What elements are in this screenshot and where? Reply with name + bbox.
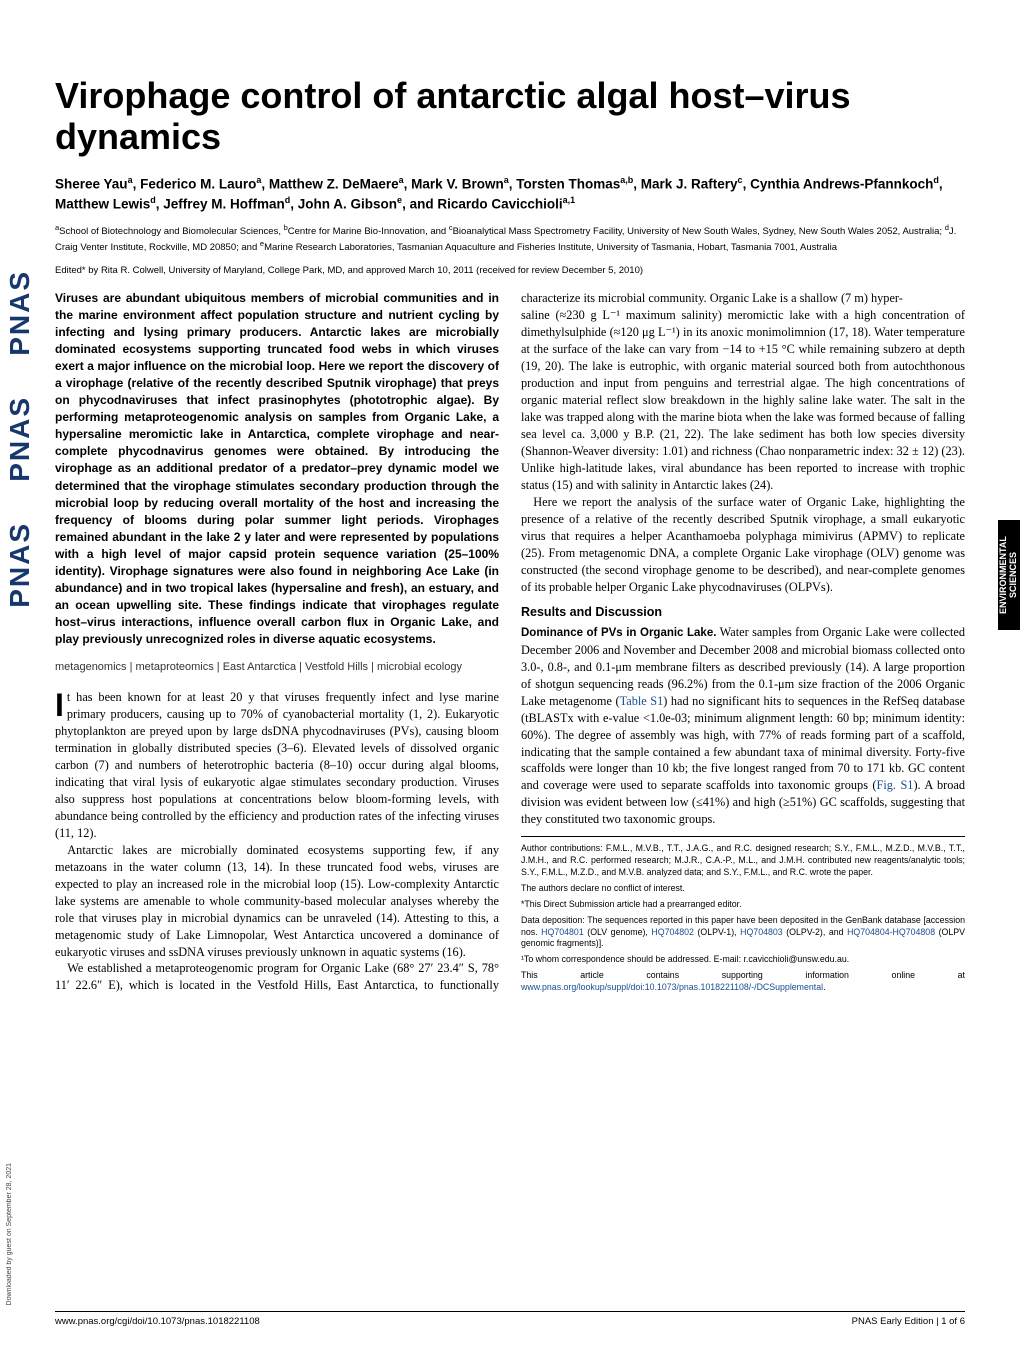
accession-link[interactable]: HQ704801 <box>541 927 584 937</box>
accession-link[interactable]: HQ704802 <box>651 927 694 937</box>
pnas-logo: PNAS <box>4 270 36 356</box>
fig-s1-link[interactable]: Fig. S1 <box>877 778 914 792</box>
author-contributions: Author contributions: F.M.L., M.V.B., T.… <box>521 843 965 879</box>
intro-para-1: It has been known for at least 20 y that… <box>55 689 499 842</box>
dropcap: I <box>55 689 67 720</box>
author-list: Sheree Yaua, Federico M. Lauroa, Matthew… <box>55 174 965 213</box>
article-title: Virophage control of antarctic algal hos… <box>55 75 965 158</box>
accession-link[interactable]: HQ704803 <box>740 927 783 937</box>
footnotes-block: Author contributions: F.M.L., M.V.B., T.… <box>521 836 965 994</box>
section-tab: ENVIRONMENTAL SCIENCES <box>998 520 1020 630</box>
para-text: t has been known for at least 20 y that … <box>55 690 499 840</box>
subheading-dominance: Dominance of PVs in Organic Lake. <box>521 627 716 639</box>
correspondence: ¹To whom correspondence should be addres… <box>521 954 965 966</box>
para-text: Water samples from Organic Lake were col… <box>521 625 965 827</box>
conflict-statement: The authors declare no conflict of inter… <box>521 883 965 895</box>
supplemental-info: This article contains supporting informa… <box>521 970 965 994</box>
footer-doi: www.pnas.org/cgi/doi/10.1073/pnas.101822… <box>55 1316 260 1327</box>
keywords: metagenomics | metaproteomics | East Ant… <box>55 660 499 675</box>
pnas-logo: PNAS <box>4 396 36 482</box>
accession-link[interactable]: HQ704804-HQ704808 <box>847 927 935 937</box>
abstract: Viruses are abundant ubiquitous members … <box>55 290 499 648</box>
footer-page-number: PNAS Early Edition | 1 of 6 <box>852 1316 965 1327</box>
pnas-logo: PNAS <box>4 522 36 608</box>
intro-para-5: Here we report the analysis of the surfa… <box>521 494 965 596</box>
intro-para-4: saline (≈230 g L⁻¹ maximum salinity) mer… <box>521 307 965 494</box>
results-para-1: Dominance of PVs in Organic Lake. Water … <box>521 624 965 829</box>
edited-by-line: Edited* by Rita R. Colwell, University o… <box>55 265 965 276</box>
direct-submission-note: *This Direct Submission article had a pr… <box>521 899 965 911</box>
download-note: Downloaded by guest on September 28, 202… <box>6 1163 13 1305</box>
table-s1-link[interactable]: Table S1 <box>620 694 664 708</box>
section-heading-results: Results and Discussion <box>521 604 965 621</box>
pnas-logo-stack: PNAS PNAS PNAS <box>8 250 32 950</box>
article-page: Virophage control of antarctic algal hos… <box>55 0 965 996</box>
data-deposition: Data deposition: The sequences reported … <box>521 915 965 951</box>
intro-para-2: Antarctic lakes are microbially dominate… <box>55 842 499 961</box>
supplemental-link[interactable]: www.pnas.org/lookup/suppl/doi:10.1073/pn… <box>521 982 823 992</box>
page-footer: www.pnas.org/cgi/doi/10.1073/pnas.101822… <box>55 1311 965 1327</box>
affiliations: aSchool of Biotechnology and Biomolecula… <box>55 223 965 255</box>
two-column-body: Viruses are abundant ubiquitous members … <box>55 290 965 996</box>
